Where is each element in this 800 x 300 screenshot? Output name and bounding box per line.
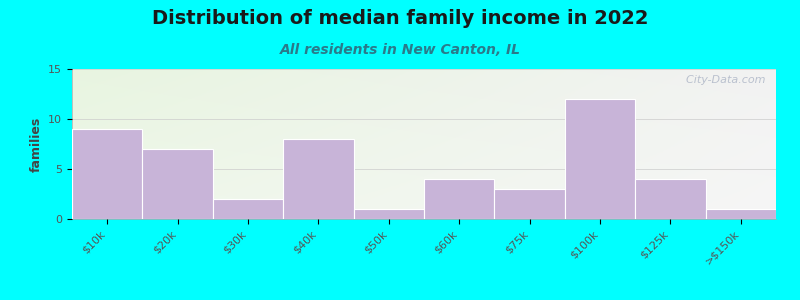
Bar bbox=[494, 189, 565, 219]
Bar bbox=[72, 129, 142, 219]
Text: Distribution of median family income in 2022: Distribution of median family income in … bbox=[152, 9, 648, 28]
Bar bbox=[354, 209, 424, 219]
Bar bbox=[706, 209, 776, 219]
Text: All residents in New Canton, IL: All residents in New Canton, IL bbox=[279, 44, 521, 58]
Text: City-Data.com: City-Data.com bbox=[679, 75, 766, 85]
Y-axis label: families: families bbox=[30, 116, 42, 172]
Bar bbox=[142, 149, 213, 219]
Bar bbox=[213, 199, 283, 219]
Bar bbox=[635, 179, 706, 219]
Bar bbox=[565, 99, 635, 219]
Bar bbox=[424, 179, 494, 219]
Bar bbox=[283, 139, 354, 219]
